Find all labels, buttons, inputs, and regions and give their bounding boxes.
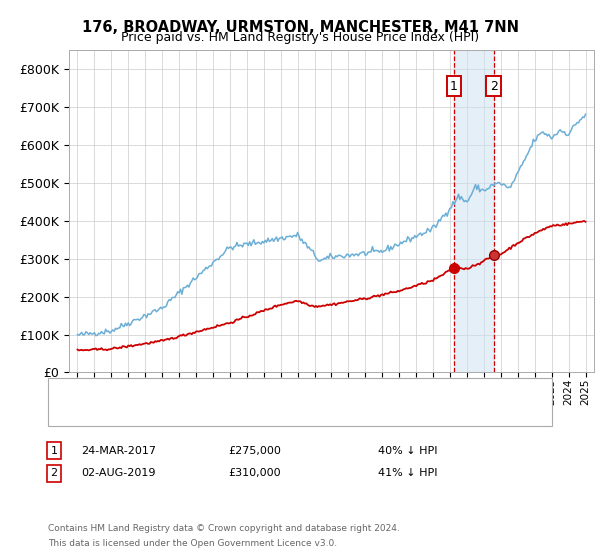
Text: 176, BROADWAY, URMSTON, MANCHESTER, M41 7NN (detached house): 176, BROADWAY, URMSTON, MANCHESTER, M41 … bbox=[93, 386, 485, 396]
Text: This data is licensed under the Open Government Licence v3.0.: This data is licensed under the Open Gov… bbox=[48, 539, 337, 548]
Text: 1: 1 bbox=[50, 446, 58, 456]
Text: ——: —— bbox=[66, 407, 94, 421]
Text: 41% ↓ HPI: 41% ↓ HPI bbox=[378, 468, 437, 478]
Text: £275,000: £275,000 bbox=[228, 446, 281, 456]
Text: ——: —— bbox=[66, 384, 94, 398]
Text: 40% ↓ HPI: 40% ↓ HPI bbox=[378, 446, 437, 456]
Text: 176, BROADWAY, URMSTON, MANCHESTER, M41 7NN: 176, BROADWAY, URMSTON, MANCHESTER, M41 … bbox=[82, 20, 518, 35]
Text: HPI: Average price, detached house, Trafford: HPI: Average price, detached house, Traf… bbox=[93, 409, 337, 419]
Text: 02-AUG-2019: 02-AUG-2019 bbox=[81, 468, 155, 478]
Text: 2: 2 bbox=[50, 468, 58, 478]
Bar bbox=[454, 50, 494, 372]
Text: 2: 2 bbox=[490, 80, 497, 93]
Text: 1: 1 bbox=[450, 80, 458, 93]
Text: Price paid vs. HM Land Registry's House Price Index (HPI): Price paid vs. HM Land Registry's House … bbox=[121, 31, 479, 44]
Text: Contains HM Land Registry data © Crown copyright and database right 2024.: Contains HM Land Registry data © Crown c… bbox=[48, 524, 400, 533]
Text: £310,000: £310,000 bbox=[228, 468, 281, 478]
Text: 24-MAR-2017: 24-MAR-2017 bbox=[81, 446, 156, 456]
